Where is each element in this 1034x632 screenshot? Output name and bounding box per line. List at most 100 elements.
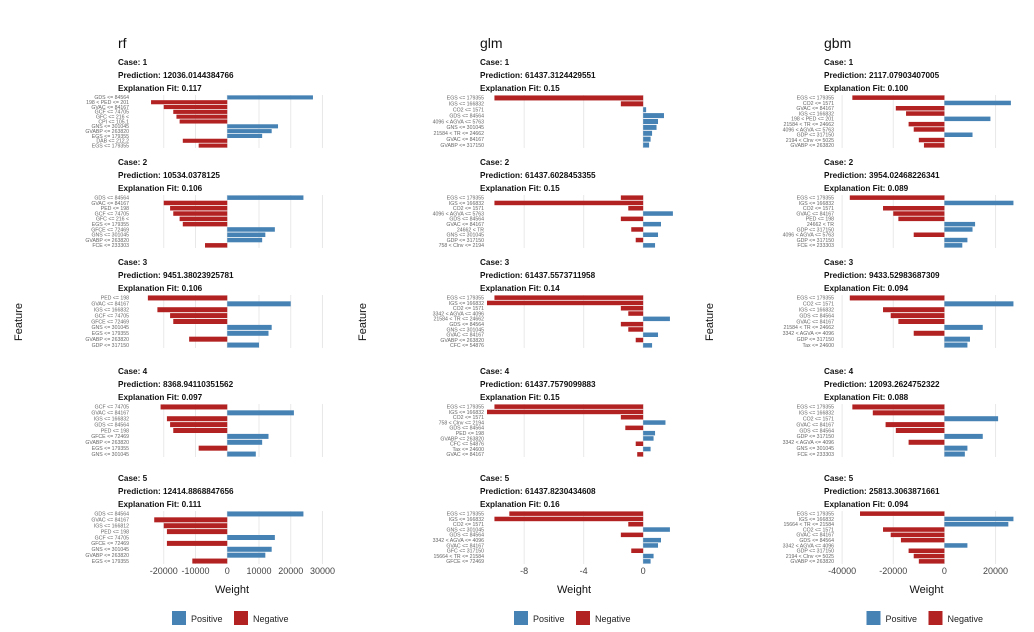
feature-label: 3342 < AGVA <= 4096 — [433, 538, 485, 544]
bar — [227, 552, 266, 558]
bar — [157, 307, 228, 313]
feature-label: 758 < Clnv <= 2194 — [439, 243, 485, 249]
feature-label: GVABP <= 263820 — [85, 129, 129, 135]
bar — [643, 211, 673, 216]
bar — [944, 445, 968, 451]
feature-label: CPI <= 105.1 — [98, 119, 129, 125]
feature-label: 21584 < TR <= 24662 — [433, 317, 484, 323]
feature-label: PED <= 198 — [101, 206, 129, 212]
bar — [620, 216, 644, 222]
bar — [494, 404, 644, 409]
x-tick-label: 20000 — [278, 566, 303, 576]
bar — [179, 216, 228, 222]
bar — [643, 559, 651, 564]
feature-label: GNS <= 301045 — [447, 233, 485, 239]
feature-label: GFC <= 216 < — [96, 114, 129, 120]
prediction-label: Prediction: 61437.6028453355 — [480, 171, 596, 180]
bar — [849, 295, 945, 301]
bar — [900, 537, 945, 543]
case-label: Case: 5 — [824, 474, 854, 483]
feature-label: GDS <= 84564 — [449, 217, 484, 223]
feature-label: GNS <= 301045 — [797, 446, 835, 452]
bar — [849, 195, 945, 200]
bar — [494, 95, 644, 101]
feature-label: EGS <= 179355 — [92, 446, 129, 452]
explanation-fit-label: Explanation Fit: 0.094 — [824, 284, 909, 293]
feature-label: GVAC <= 84167 — [91, 518, 129, 524]
feature-label: IGS <= 166832 — [449, 517, 484, 523]
feature-label: EGS <= 179355 — [797, 511, 834, 517]
bar — [163, 523, 228, 529]
y-axis-title: Feature — [13, 303, 25, 341]
feature-label: 198 < PED <= 201 — [791, 117, 834, 123]
x-tick-label: 0 — [942, 566, 947, 576]
bar — [643, 527, 670, 532]
feature-label: 3342 < AGVA <= 4096 — [783, 440, 835, 446]
bar — [182, 138, 228, 143]
x-axis-title: Weight — [215, 584, 249, 596]
bar — [227, 410, 294, 416]
legend-swatch-positive — [172, 611, 186, 625]
bar — [173, 318, 228, 325]
feature-label: GNS <= 301045 — [92, 233, 130, 239]
feature-label: GCF <= 74705 — [95, 313, 129, 319]
y-axis-title: Feature — [357, 303, 369, 341]
feature-label: 24662 < TR — [457, 227, 484, 233]
explanation-fit-label: Explanation Fit: 0.089 — [824, 184, 909, 193]
bar — [944, 301, 1014, 307]
bar — [885, 422, 945, 428]
explanation-fit-label: Explanation Fit: 0.15 — [480, 84, 560, 93]
bar — [182, 221, 228, 227]
bar — [189, 336, 228, 342]
feature-label: GVAC <= 84167 — [446, 333, 484, 339]
bar — [944, 132, 973, 138]
legend-label-negative: Negative — [948, 614, 984, 624]
feature-label: CO2 <= 1571 — [803, 527, 834, 533]
feature-label: GNS <= 301045 — [447, 527, 485, 533]
bar — [509, 511, 644, 516]
x-tick-label: -10000 — [181, 566, 209, 576]
feature-label: GVABP <= 263820 — [790, 143, 834, 149]
x-tick-label: -40000 — [828, 566, 856, 576]
explanation-fit-label: Explanation Fit: 0.106 — [118, 184, 203, 193]
feature-label: GVAC <= 84167 — [446, 137, 484, 143]
bar — [918, 137, 945, 143]
bar — [913, 330, 945, 336]
bar — [227, 534, 275, 541]
feature-label: CO2 <= 1571 — [803, 206, 834, 212]
feature-label: GVABP <= 263820 — [440, 436, 484, 442]
prediction-label: Prediction: 10534.0378125 — [118, 171, 220, 180]
feature-label: GDP <= 317150 — [797, 337, 835, 343]
feature-label: EGS <= 179355 — [797, 195, 834, 201]
feature-label: GDS <= 84564 — [799, 428, 834, 434]
feature-label: 2194 < Clnv <= 5025 — [786, 138, 834, 144]
feature-label: GFCE <= 72469 — [446, 559, 484, 565]
bar — [906, 111, 945, 116]
panel-title-gbm: gbm — [824, 35, 851, 51]
bar — [643, 537, 661, 543]
prediction-label: Prediction: 9433.52983687309 — [824, 271, 940, 280]
feature-label: GVAC <= 84167 — [796, 211, 834, 217]
feature-label: GVAC <= 84167 — [796, 106, 834, 112]
bar — [635, 441, 644, 447]
feature-label: PED <= 198 — [101, 529, 129, 535]
feature-label: GVABP <= 263820 — [85, 440, 129, 446]
feature-label: PED <= 198 — [806, 217, 834, 223]
feature-label: EGS <= 179355 — [92, 559, 129, 565]
bar — [944, 243, 963, 248]
case-label: Case: 2 — [824, 158, 854, 167]
explanation-fit-label: Explanation Fit: 0.106 — [118, 284, 203, 293]
legend-swatch-negative — [576, 611, 590, 625]
feature-label: FCE <= 233303 — [797, 243, 834, 249]
feature-label: EGS <= 179355 — [92, 143, 129, 149]
bar — [494, 295, 644, 300]
bar — [227, 195, 304, 200]
explanation-fit-label: Explanation Fit: 0.14 — [480, 284, 560, 293]
bar — [163, 200, 228, 206]
bar — [227, 232, 266, 238]
feature-label: IGS <= 166832 — [449, 102, 484, 108]
explanation-fit-label: Explanation Fit: 0.100 — [824, 84, 909, 93]
bar — [166, 416, 228, 422]
feature-label: CO2 <= 1571 — [453, 108, 484, 114]
bar — [227, 439, 263, 445]
